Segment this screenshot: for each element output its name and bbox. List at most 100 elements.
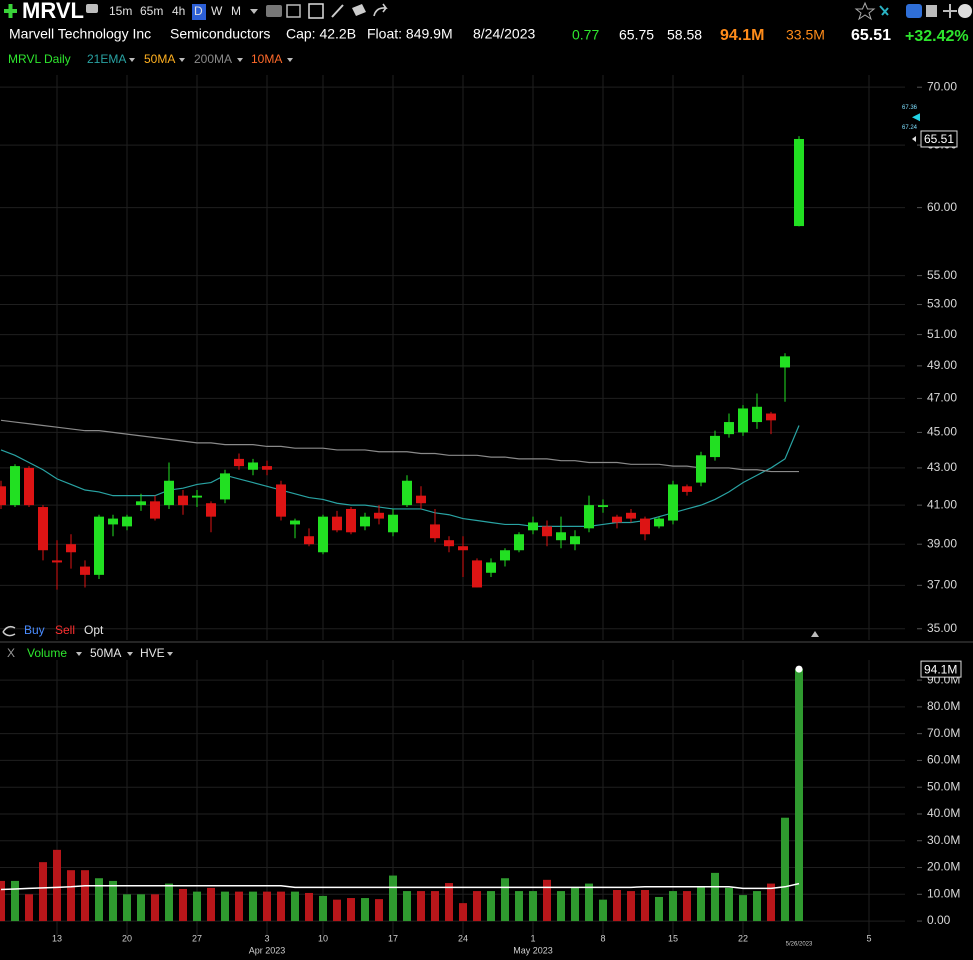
buy-button[interactable]: Buy	[24, 623, 45, 637]
volume-bar	[585, 883, 593, 922]
rt-icon[interactable]	[879, 5, 889, 16]
dropdown-arrow[interactable]	[129, 58, 135, 62]
draw-icon[interactable]	[331, 4, 344, 18]
text-icon[interactable]	[286, 4, 301, 18]
candle-body	[444, 540, 454, 547]
volume-bar	[263, 891, 271, 922]
timeframe[interactable]: D	[194, 4, 203, 18]
candle-body	[318, 516, 328, 553]
timeframe[interactable]: 65m	[140, 4, 163, 18]
candle-body	[136, 501, 146, 506]
dropdown-arrow[interactable]	[179, 58, 185, 62]
print-icon[interactable]	[86, 4, 98, 13]
dropdown-arrow[interactable]	[287, 58, 293, 62]
volume-bar	[683, 891, 691, 922]
high: 65.75	[619, 27, 654, 43]
s-icon[interactable]	[906, 4, 922, 18]
color-icon[interactable]	[958, 4, 972, 18]
candle-body	[178, 495, 188, 506]
dropdown-arrow[interactable]	[127, 652, 133, 656]
candle-body	[24, 467, 34, 506]
y-tick-label: 51.00	[927, 327, 957, 341]
candle-body	[780, 356, 790, 368]
add-icon[interactable]	[4, 4, 17, 18]
volume-title[interactable]: Volume	[27, 646, 67, 660]
volume-bar	[39, 862, 47, 922]
template-icon[interactable]	[266, 5, 282, 17]
candle-body	[556, 532, 566, 541]
symbol[interactable]: MRVL	[22, 0, 84, 23]
volume-bar	[81, 870, 89, 922]
y-tick-label: 55.00	[927, 268, 957, 282]
candle-body	[682, 486, 692, 492]
share-icon[interactable]	[373, 3, 388, 17]
y-tick-label: 53.00	[927, 297, 957, 311]
dropdown-arrow[interactable]	[167, 652, 173, 656]
y-tick-label: 45.00	[927, 425, 957, 439]
volume-box-label: 94.1M	[924, 662, 957, 676]
candle-body	[598, 505, 608, 508]
close-button[interactable]: X	[7, 646, 15, 660]
sell-button[interactable]: Sell	[55, 623, 75, 637]
cursor-dot	[795, 665, 803, 673]
low: 58.58	[667, 27, 702, 43]
candle-body	[584, 505, 594, 529]
y-tick-label: 0.00	[927, 913, 951, 927]
y-tick-label: 43.00	[927, 460, 957, 474]
volume-bar	[571, 887, 579, 922]
volume-bar	[221, 891, 229, 922]
timeframe[interactable]: 15m	[109, 4, 132, 18]
dropdown-arrow[interactable]	[76, 652, 82, 656]
options-button[interactable]: Opt	[84, 623, 104, 637]
timeframe[interactable]: 4h	[172, 4, 185, 18]
legend-item[interactable]: 50MA	[90, 646, 121, 660]
dropdown-arrow[interactable]	[250, 9, 258, 14]
x-tick-label: 1	[530, 933, 535, 943]
volume-bar	[11, 880, 19, 922]
y-tick-label: 20.0M	[927, 860, 960, 874]
study-name[interactable]: HVE	[140, 646, 165, 660]
price-legend: MRVL Daily 21EMA 50MA 200MA 10MA	[8, 52, 293, 66]
candle-body	[486, 562, 496, 573]
industry: Semiconductors	[170, 26, 270, 42]
indicator-line	[0, 419, 799, 473]
y-tick-label: 39.00	[927, 536, 957, 550]
chart-title[interactable]: MRVL Daily	[8, 52, 71, 66]
legend-item[interactable]: 21EMA	[87, 52, 126, 66]
volume-bar	[487, 891, 495, 922]
y-tick-label: 80.0M	[927, 699, 960, 713]
volume-bar	[207, 887, 215, 922]
x-tick-label: 15	[668, 933, 678, 943]
y-tick-label: 10.0M	[927, 886, 960, 900]
volume-bar	[165, 883, 173, 922]
candle-body	[108, 518, 118, 525]
legend-item[interactable]: 50MA	[144, 52, 175, 66]
timeframe[interactable]: W	[211, 4, 223, 18]
move-icon[interactable]	[943, 4, 957, 18]
volume-bar	[515, 891, 523, 922]
volume-bar	[193, 891, 201, 922]
timeframe[interactable]: M	[231, 4, 241, 18]
candle-body	[332, 516, 342, 531]
legend-item[interactable]: 200MA	[194, 52, 232, 66]
y-tick-label: 70.00	[927, 79, 957, 93]
annotate-icon[interactable]	[352, 4, 366, 16]
last-price: 65.51	[851, 27, 891, 44]
save-icon[interactable]	[926, 5, 937, 17]
timeframe-active-bg	[192, 4, 206, 20]
y-tick-label: 60.00	[927, 200, 957, 214]
dropdown-arrow[interactable]	[237, 58, 243, 62]
volume: 94.1M	[720, 27, 764, 44]
trade-icon[interactable]	[2, 625, 16, 637]
legend-item[interactable]: 10MA	[251, 52, 282, 66]
calc-icon[interactable]	[308, 3, 324, 19]
x-tick-label: 20	[122, 933, 132, 943]
scroll-marker[interactable]	[811, 631, 819, 637]
candle-body	[416, 495, 426, 504]
favorite-icon[interactable]	[854, 1, 876, 21]
candle-body	[500, 550, 510, 561]
quote-info: Marvell Technology Inc Semiconductors Ca…	[9, 26, 969, 46]
x-month-label: Apr 2023	[249, 945, 286, 955]
candle-body	[346, 508, 356, 533]
candle-body	[290, 520, 300, 525]
